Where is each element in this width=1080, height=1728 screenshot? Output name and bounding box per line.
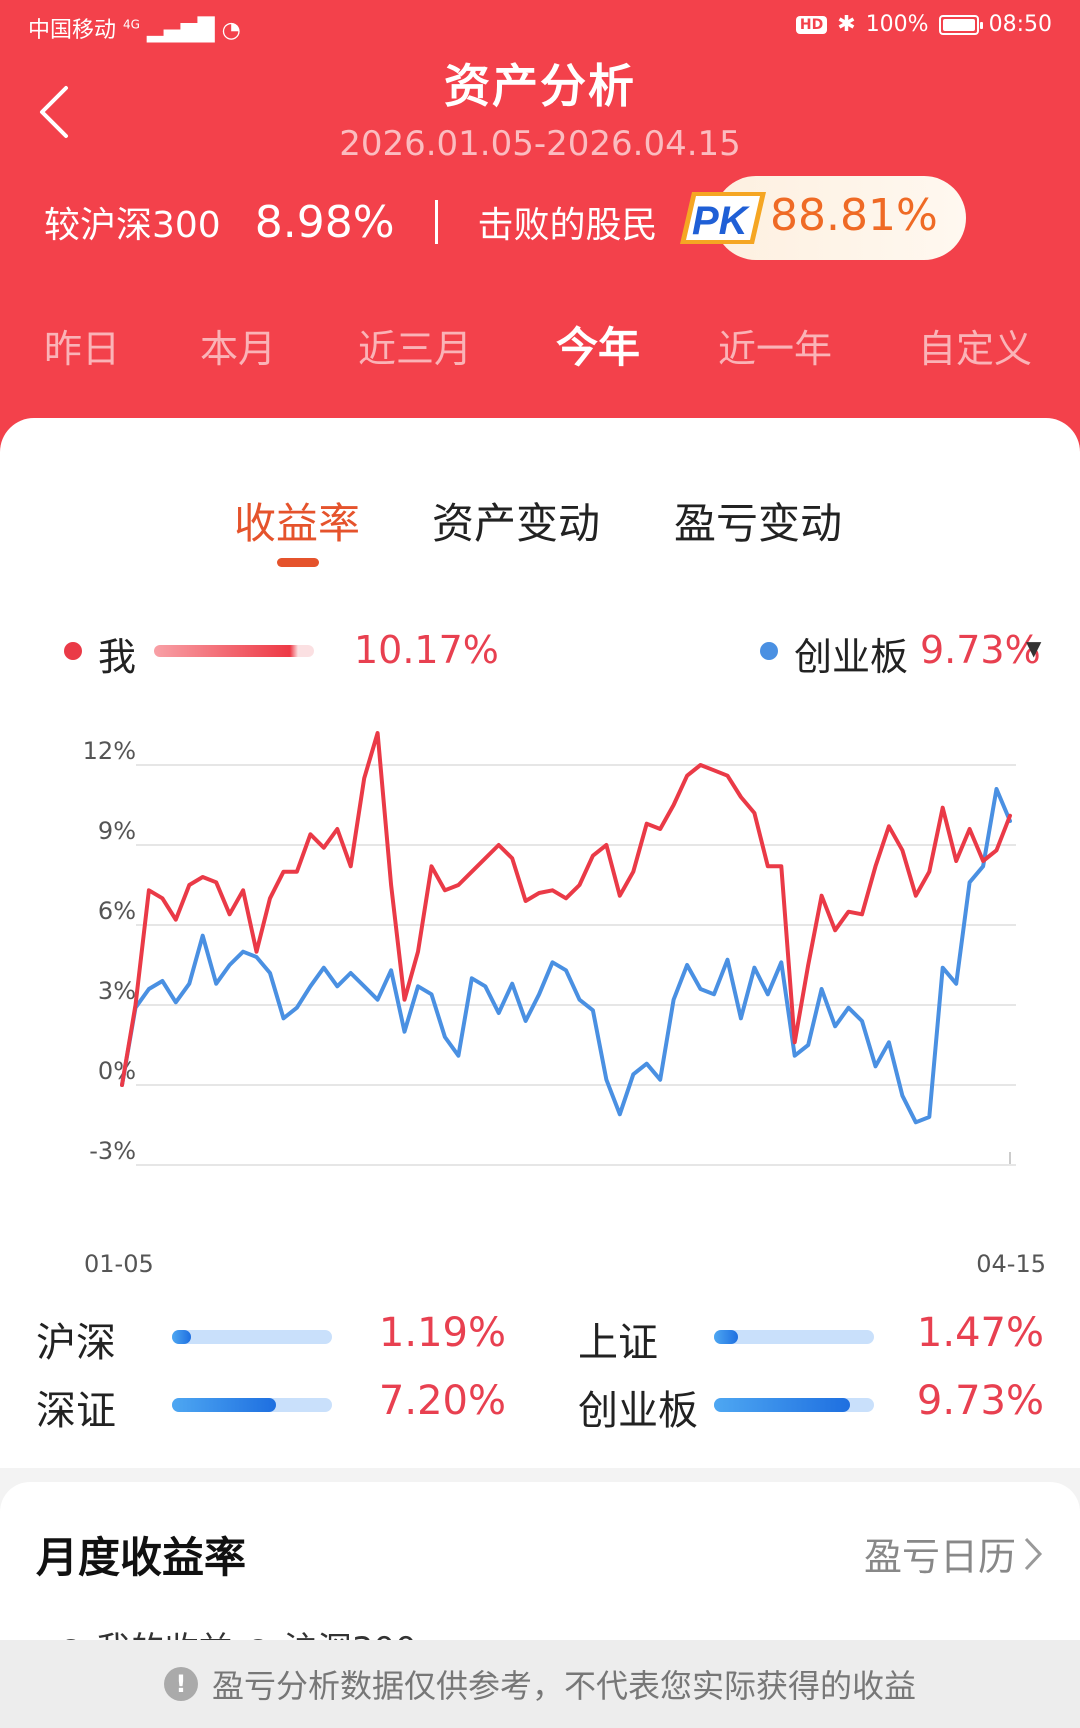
status-bar: 中国移动 4G ▂▄▆█ ◔ HD ✱ 100% 08:50: [28, 10, 1052, 43]
dropdown-caret-icon[interactable]: ▼: [1026, 636, 1042, 660]
analysis-card: [0, 418, 1080, 1468]
y-tick-label: 9%: [98, 817, 136, 845]
date-range: 2026.01.05-2026.04.15: [339, 124, 741, 164]
y-tick-label: -3%: [89, 1137, 136, 1165]
period-tab-month[interactable]: 本月: [200, 327, 277, 371]
comparison-bar: [714, 1330, 874, 1344]
y-tick-label: 6%: [98, 897, 136, 925]
beat-value: 88.81%: [770, 190, 938, 241]
tab-return-rate[interactable]: 收益率: [234, 499, 361, 548]
carrier-label: 中国移动: [28, 18, 117, 43]
comparison-label: 创业板: [578, 1388, 698, 1434]
x-tick-label: 04-15: [976, 1250, 1046, 1278]
compare-label: 较沪深300: [44, 205, 221, 246]
calendar-link[interactable]: 盈亏日历: [864, 1526, 1044, 1581]
comparison-bar: [172, 1330, 332, 1344]
me-value: 10.17%: [354, 628, 499, 672]
compare-value: 8.98%: [254, 196, 395, 248]
beat-label: 击败的股民: [477, 205, 658, 246]
tab-asset-change[interactable]: 资产变动: [432, 499, 601, 548]
svg-text:PK: PK: [692, 199, 751, 243]
calendar-link-label: 盈亏日历: [863, 1535, 1016, 1579]
clock: 08:50: [988, 12, 1052, 37]
period-tab-ytd[interactable]: 今年: [556, 323, 641, 372]
me-dot-icon: [64, 642, 82, 660]
comparison-value: 7.20%: [378, 1378, 506, 1424]
comparison-label: 沪深: [36, 1320, 116, 1366]
series-line: [120, 731, 1012, 1087]
me-bar: [154, 645, 314, 657]
benchmark-dot-icon: [760, 642, 778, 660]
battery-label: 100%: [865, 12, 929, 37]
chart-legend: 我 10.17% 创业板 9.73% ▼: [0, 624, 1080, 679]
pk-badge-group[interactable]: PK 88.81%: [680, 176, 966, 260]
tab-profit-change[interactable]: 盈亏变动: [674, 499, 843, 548]
period-tab-3months[interactable]: 近三月: [358, 327, 473, 371]
disclaimer-bar: ! 盈亏分析数据仅供参考，不代表您实际获得的收益: [0, 1640, 1080, 1728]
pk-icon: PK: [680, 192, 766, 244]
battery-icon: [938, 14, 983, 35]
comparison-value: 9.73%: [916, 1378, 1044, 1424]
header: 中国移动 4G ▂▄▆█ ◔ HD ✱ 100% 08:50 资产分析 2026…: [0, 0, 1080, 470]
comparison-label: 上证: [578, 1320, 658, 1366]
y-tick-label: 12%: [83, 737, 136, 765]
back-arrow-icon[interactable]: [34, 82, 74, 142]
wifi-icon: ◔: [221, 18, 241, 43]
info-icon: !: [163, 1667, 198, 1701]
comparison-value: 1.47%: [916, 1310, 1044, 1356]
comparison-label: 深证: [36, 1388, 116, 1434]
benchmark-label[interactable]: 创业板: [794, 635, 909, 679]
x-tick-label: 01-05: [84, 1250, 154, 1278]
chevron-right-icon: [1024, 1537, 1043, 1570]
disclaimer-text: 盈亏分析数据仅供参考，不代表您实际获得的收益: [211, 1667, 916, 1705]
me-label: 我: [98, 635, 137, 679]
series-line: [120, 787, 1012, 1125]
hd-icon: HD: [795, 15, 828, 34]
comparison-bar: [172, 1398, 332, 1412]
comparison-bar: [714, 1398, 874, 1412]
y-tick-label: 3%: [98, 977, 136, 1005]
monthly-title: 月度收益率: [36, 1533, 247, 1582]
divider: [434, 200, 438, 244]
benchmark-compare: 较沪深300 8.98% 击败的股民: [44, 196, 658, 248]
tab-indicator: [277, 558, 319, 567]
page-title: 资产分析: [444, 59, 636, 113]
signal-icon: ▂▄▆█: [146, 18, 215, 43]
period-tab-1year[interactable]: 近一年: [718, 327, 833, 371]
y-tick-label: 0%: [98, 1057, 136, 1085]
period-tab-yesterday[interactable]: 昨日: [44, 327, 121, 371]
bluetooth-icon: ✱: [837, 12, 856, 37]
benchmark-value[interactable]: 9.73%: [920, 628, 1041, 672]
comparison-value: 1.19%: [378, 1310, 506, 1356]
period-tab-custom[interactable]: 自定义: [918, 327, 1033, 371]
network-label: 4G: [123, 17, 140, 32]
